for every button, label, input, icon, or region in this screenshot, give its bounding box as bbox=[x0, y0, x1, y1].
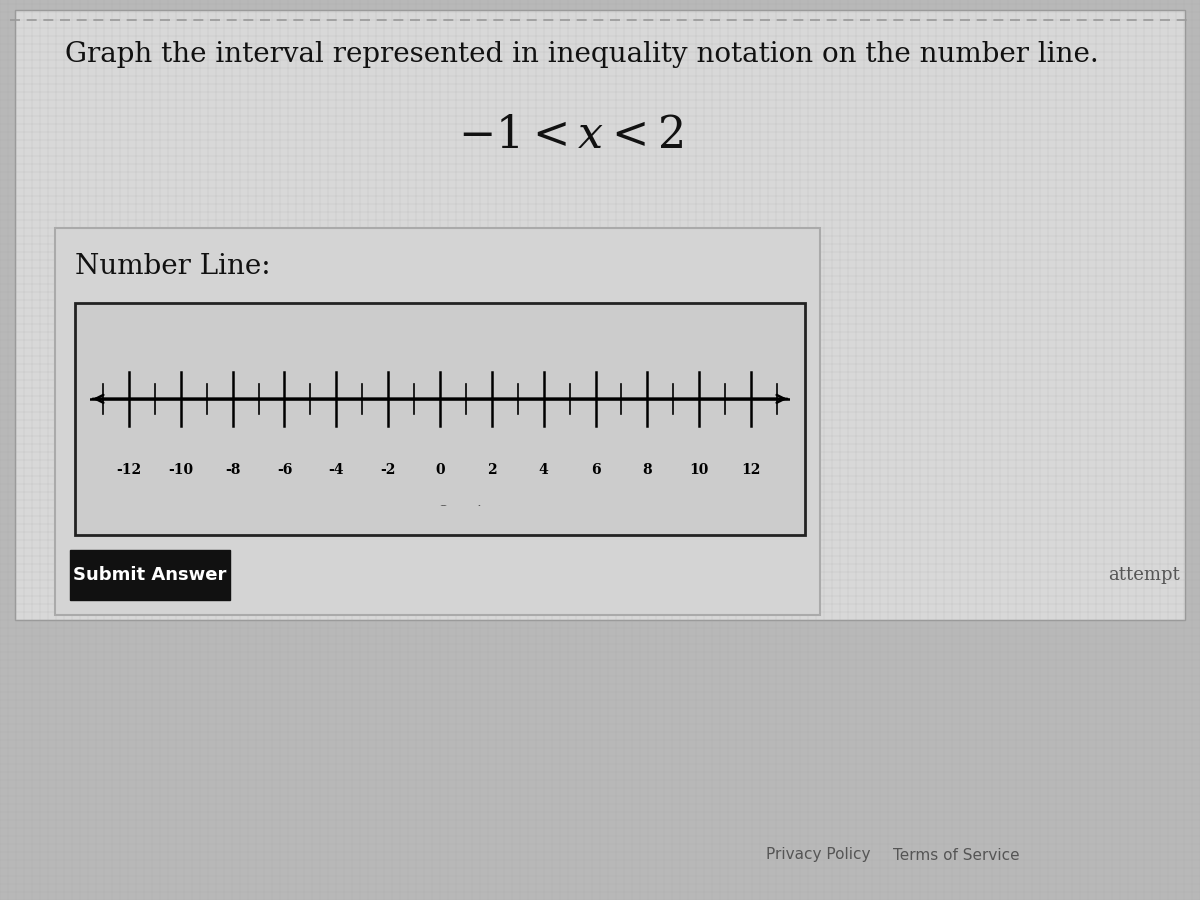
Text: $-1 < x < 2$: $-1 < x < 2$ bbox=[457, 113, 683, 157]
Text: -6: -6 bbox=[277, 463, 292, 476]
Text: -10: -10 bbox=[168, 463, 193, 476]
Text: attempt: attempt bbox=[1109, 566, 1180, 584]
Text: Click and drag to plot line.: Click and drag to plot line. bbox=[328, 489, 553, 506]
Text: -2: -2 bbox=[380, 463, 396, 476]
Text: 6: 6 bbox=[590, 463, 600, 476]
Text: Submit Answer: Submit Answer bbox=[73, 566, 227, 584]
Text: Privacy Policy: Privacy Policy bbox=[766, 848, 870, 862]
Text: Graph the interval represented in inequality notation on the number line.: Graph the interval represented in inequa… bbox=[65, 41, 1099, 68]
Text: -8: -8 bbox=[224, 463, 240, 476]
Text: -4: -4 bbox=[329, 463, 344, 476]
Bar bbox=[70, 550, 230, 600]
Text: 4: 4 bbox=[539, 463, 548, 476]
Text: 12: 12 bbox=[742, 463, 761, 476]
Text: Number Line:: Number Line: bbox=[74, 253, 271, 280]
Bar bbox=[14, 10, 1186, 620]
Text: -12: -12 bbox=[116, 463, 142, 476]
Bar bbox=[74, 303, 805, 535]
Text: 0: 0 bbox=[436, 463, 445, 476]
Text: Terms of Service: Terms of Service bbox=[893, 848, 1020, 862]
Bar bbox=[55, 228, 820, 615]
Text: 2: 2 bbox=[487, 463, 497, 476]
Text: 10: 10 bbox=[690, 463, 709, 476]
Text: 8: 8 bbox=[642, 463, 653, 476]
